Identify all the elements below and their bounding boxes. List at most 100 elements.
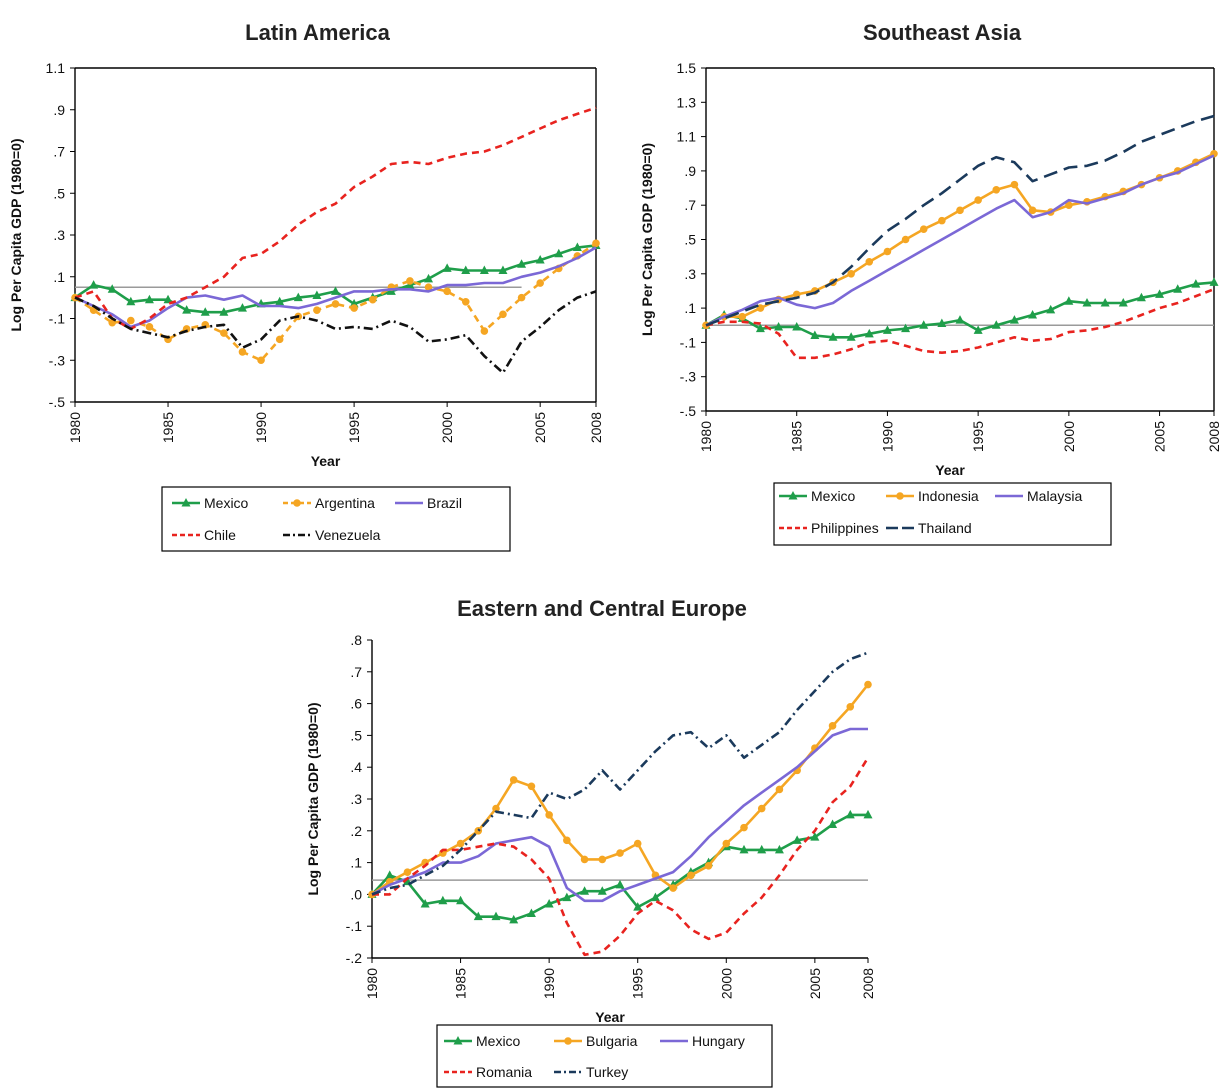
chart-eastern-and-central-europe-series-turkey-line bbox=[371, 651, 869, 896]
chart-eastern-and-central-europe-legend-item-romania-label: Romania bbox=[476, 1064, 532, 1080]
chart-latin-america-series-argentina-point bbox=[257, 356, 265, 365]
chart-latin-america-series-mexico-point bbox=[554, 248, 564, 258]
chart-eastern-and-central-europe-series-hungary bbox=[371, 727, 868, 903]
chart-southeast-asia-legend-item-philippines-label: Philippines bbox=[811, 520, 879, 536]
chart-latin-america-series-mexico-point bbox=[424, 273, 434, 283]
chart-eastern-and-central-europe-series-mexico-point bbox=[509, 914, 519, 924]
chart-southeast-asia-xtick-label: 1980 bbox=[698, 421, 714, 452]
chart-southeast-asia-xtick-label: 1990 bbox=[879, 421, 895, 452]
chart-southeast-asia-ytick-label: -.3 bbox=[680, 369, 697, 385]
chart-latin-america-legend-item-mexico-label: Mexico bbox=[204, 495, 249, 511]
chart-eastern-and-central-europe-ytick-label: .0 bbox=[350, 886, 362, 902]
chart-southeast-asia-series-mexico-point bbox=[1100, 297, 1110, 307]
chart-latin-america-series-argentina-point bbox=[480, 327, 489, 335]
chart-eastern-and-central-europe-series-mexico-point bbox=[562, 892, 572, 902]
chart-eastern-and-central-europe-ytick-label: .3 bbox=[350, 791, 362, 807]
chart-eastern-and-central-europe-series-mexico-point bbox=[650, 892, 660, 902]
chart-latin-america-series-argentina-point bbox=[145, 323, 154, 331]
chart-southeast-asia-series-mexico-point bbox=[882, 325, 892, 334]
chart-southeast-asia-series-indonesia bbox=[702, 149, 1218, 330]
chart-eastern-and-central-europe-series-mexico-point bbox=[828, 819, 838, 828]
chart-latin-america-xtick-label: 1985 bbox=[160, 412, 176, 443]
chart-southeast-asia-series-indonesia-point bbox=[1065, 201, 1073, 209]
chart-eastern-and-central-europe-series-bulgaria-point bbox=[545, 811, 553, 819]
chart-latin-america-title: Latin America bbox=[245, 20, 390, 45]
chart-latin-america-series-mexico-point bbox=[535, 255, 545, 264]
chart-latin-america-ytick-label: 1.1 bbox=[46, 60, 66, 76]
chart-latin-america-series-argentina-point bbox=[517, 293, 526, 302]
chart-latin-america-legend-item-mexico-marker bbox=[181, 498, 191, 507]
chart-southeast-asia-legend-item-thailand: Thailand bbox=[886, 520, 972, 536]
chart-latin-america-series-mexico-point bbox=[126, 296, 136, 306]
chart-latin-america-series-argentina-point bbox=[238, 348, 247, 356]
chart-eastern-and-central-europe-legend-item-mexico: Mexico bbox=[444, 1033, 521, 1049]
chart-southeast-asia-series-indonesia-point bbox=[1028, 206, 1037, 215]
chart-eastern-and-central-europe-series-bulgaria-point bbox=[403, 868, 412, 876]
chart-eastern-and-central-europe-series-mexico-point bbox=[757, 844, 767, 854]
chart-southeast-asia-legend-item-indonesia-marker bbox=[896, 492, 904, 500]
chart-latin-america-series-mexico-point bbox=[200, 307, 210, 316]
chart-latin-america-series-argentina-point bbox=[499, 310, 507, 319]
chart-eastern-and-central-europe-series-bulgaria-point bbox=[563, 836, 571, 845]
chart-eastern-and-central-europe-series-bulgaria-point bbox=[598, 855, 607, 864]
chart-latin-america-series-mexico-point bbox=[517, 259, 527, 268]
chart-latin-america-xtick-label: 2008 bbox=[588, 412, 604, 443]
chart-latin-america-series-argentina-point bbox=[368, 295, 377, 304]
chart-eastern-and-central-europe-series-bulgaria-point bbox=[687, 871, 695, 880]
chart-eastern-and-central-europe-series-mexico-point bbox=[420, 898, 430, 908]
chart-southeast-asia-title: Southeast Asia bbox=[863, 20, 1022, 45]
chart-southeast-asia-legend-item-philippines: Philippines bbox=[779, 520, 879, 536]
chart-southeast-asia-xtick-label: 1985 bbox=[789, 421, 805, 452]
chart-latin-america-legend-item-argentina-marker bbox=[293, 499, 301, 507]
chart-southeast-asia-series-mexico-point bbox=[1136, 292, 1146, 302]
chart-eastern-and-central-europe-series-mexico-point bbox=[491, 911, 501, 921]
chart-southeast-asia-series-mexico-point bbox=[919, 320, 929, 329]
chart-latin-america-xtick-label: 1980 bbox=[67, 412, 83, 443]
chart-eastern-and-central-europe-series-bulgaria-point bbox=[669, 884, 677, 892]
chart-eastern-and-central-europe-xtick-label: 2005 bbox=[807, 968, 823, 999]
chart-southeast-asia-series-mexico-point bbox=[1046, 304, 1056, 314]
chart-southeast-asia-ytick-label: .3 bbox=[684, 266, 696, 282]
chart-eastern-and-central-europe-legend-item-bulgaria: Bulgaria bbox=[554, 1033, 638, 1049]
chart-southeast-asia-legend-item-malaysia-label: Malaysia bbox=[1027, 488, 1082, 504]
chart-southeast-asia-series-mexico-point bbox=[955, 315, 965, 324]
chart-southeast-asia-series-mexico-point bbox=[810, 330, 820, 340]
chart-southeast-asia-series-mexico-point bbox=[901, 323, 911, 333]
chart-eastern-and-central-europe-series-mexico-point bbox=[739, 844, 749, 854]
chart-eastern-and-central-europe-series-mexico-point bbox=[473, 911, 483, 921]
chart-southeast-asia-series-indonesia-point bbox=[847, 270, 855, 278]
chart-southeast-asia-ytick-label: .9 bbox=[684, 163, 696, 179]
chart-latin-america: Latin America -.5 -.3 -.1 .1 .3 .5 .7 .9 1.1 1980 1… bbox=[8, 20, 604, 552]
chart-southeast-asia-series-mexico-point bbox=[1009, 315, 1019, 324]
chart-eastern-and-central-europe-ytick-label: .7 bbox=[350, 664, 362, 680]
chart-eastern-and-central-europe-series-bulgaria-point bbox=[704, 861, 713, 870]
chart-latin-america-series-argentina-point bbox=[443, 287, 451, 296]
chart-eastern-and-central-europe-series-mexico-point bbox=[544, 898, 554, 908]
chart-southeast-asia: Southeast Asia -.5 -.3 -.1 .1 .3 .5 .7 .9 1.1 1.3 1… bbox=[639, 20, 1221, 546]
chart-southeast-asia-series-mexico bbox=[701, 277, 1219, 341]
chart-southeast-asia-series-malaysia bbox=[705, 154, 1215, 327]
chart-eastern-and-central-europe-xtick-label: 1980 bbox=[364, 968, 380, 999]
chart-latin-america-series-argentina-point bbox=[536, 279, 544, 287]
chart-latin-america-series-mexico-point bbox=[331, 286, 340, 295]
chart-southeast-asia-ytick-label: -.5 bbox=[680, 403, 697, 419]
chart-latin-america-series-argentina-point bbox=[424, 283, 433, 291]
chart-latin-america-series-mexico-point bbox=[182, 305, 192, 314]
chart-eastern-and-central-europe-series-bulgaria-point bbox=[775, 785, 784, 794]
chart-eastern-and-central-europe-series-bulgaria-point bbox=[580, 855, 589, 864]
chart-latin-america-legend-item-venezuela-label: Venezuela bbox=[315, 527, 381, 543]
chart-latin-america-series-mexico-point bbox=[479, 265, 489, 274]
chart-eastern-and-central-europe-legend-item-mexico-marker bbox=[453, 1036, 463, 1045]
chart-latin-america-series-mexico-point bbox=[237, 303, 247, 312]
chart-latin-america-xtick-label: 2005 bbox=[532, 412, 548, 443]
chart-latin-america-series-argentina-point bbox=[313, 306, 321, 314]
chart-latin-america-series-argentina-point bbox=[127, 316, 135, 325]
chart-eastern-and-central-europe-series-mexico-point bbox=[810, 832, 820, 841]
chart-eastern-and-central-europe-series-bulgaria bbox=[368, 680, 872, 899]
chart-latin-america-legend-box bbox=[161, 486, 511, 552]
chart-latin-america-legend-item-chile: Chile bbox=[172, 527, 236, 543]
chart-southeast-asia-series-malaysia-line bbox=[705, 154, 1215, 327]
chart-southeast-asia-series-thailand bbox=[705, 114, 1215, 327]
chart-eastern-and-central-europe-series-hungary-line bbox=[371, 727, 868, 903]
chart-eastern-and-central-europe-xtick-label: 1995 bbox=[630, 968, 646, 999]
